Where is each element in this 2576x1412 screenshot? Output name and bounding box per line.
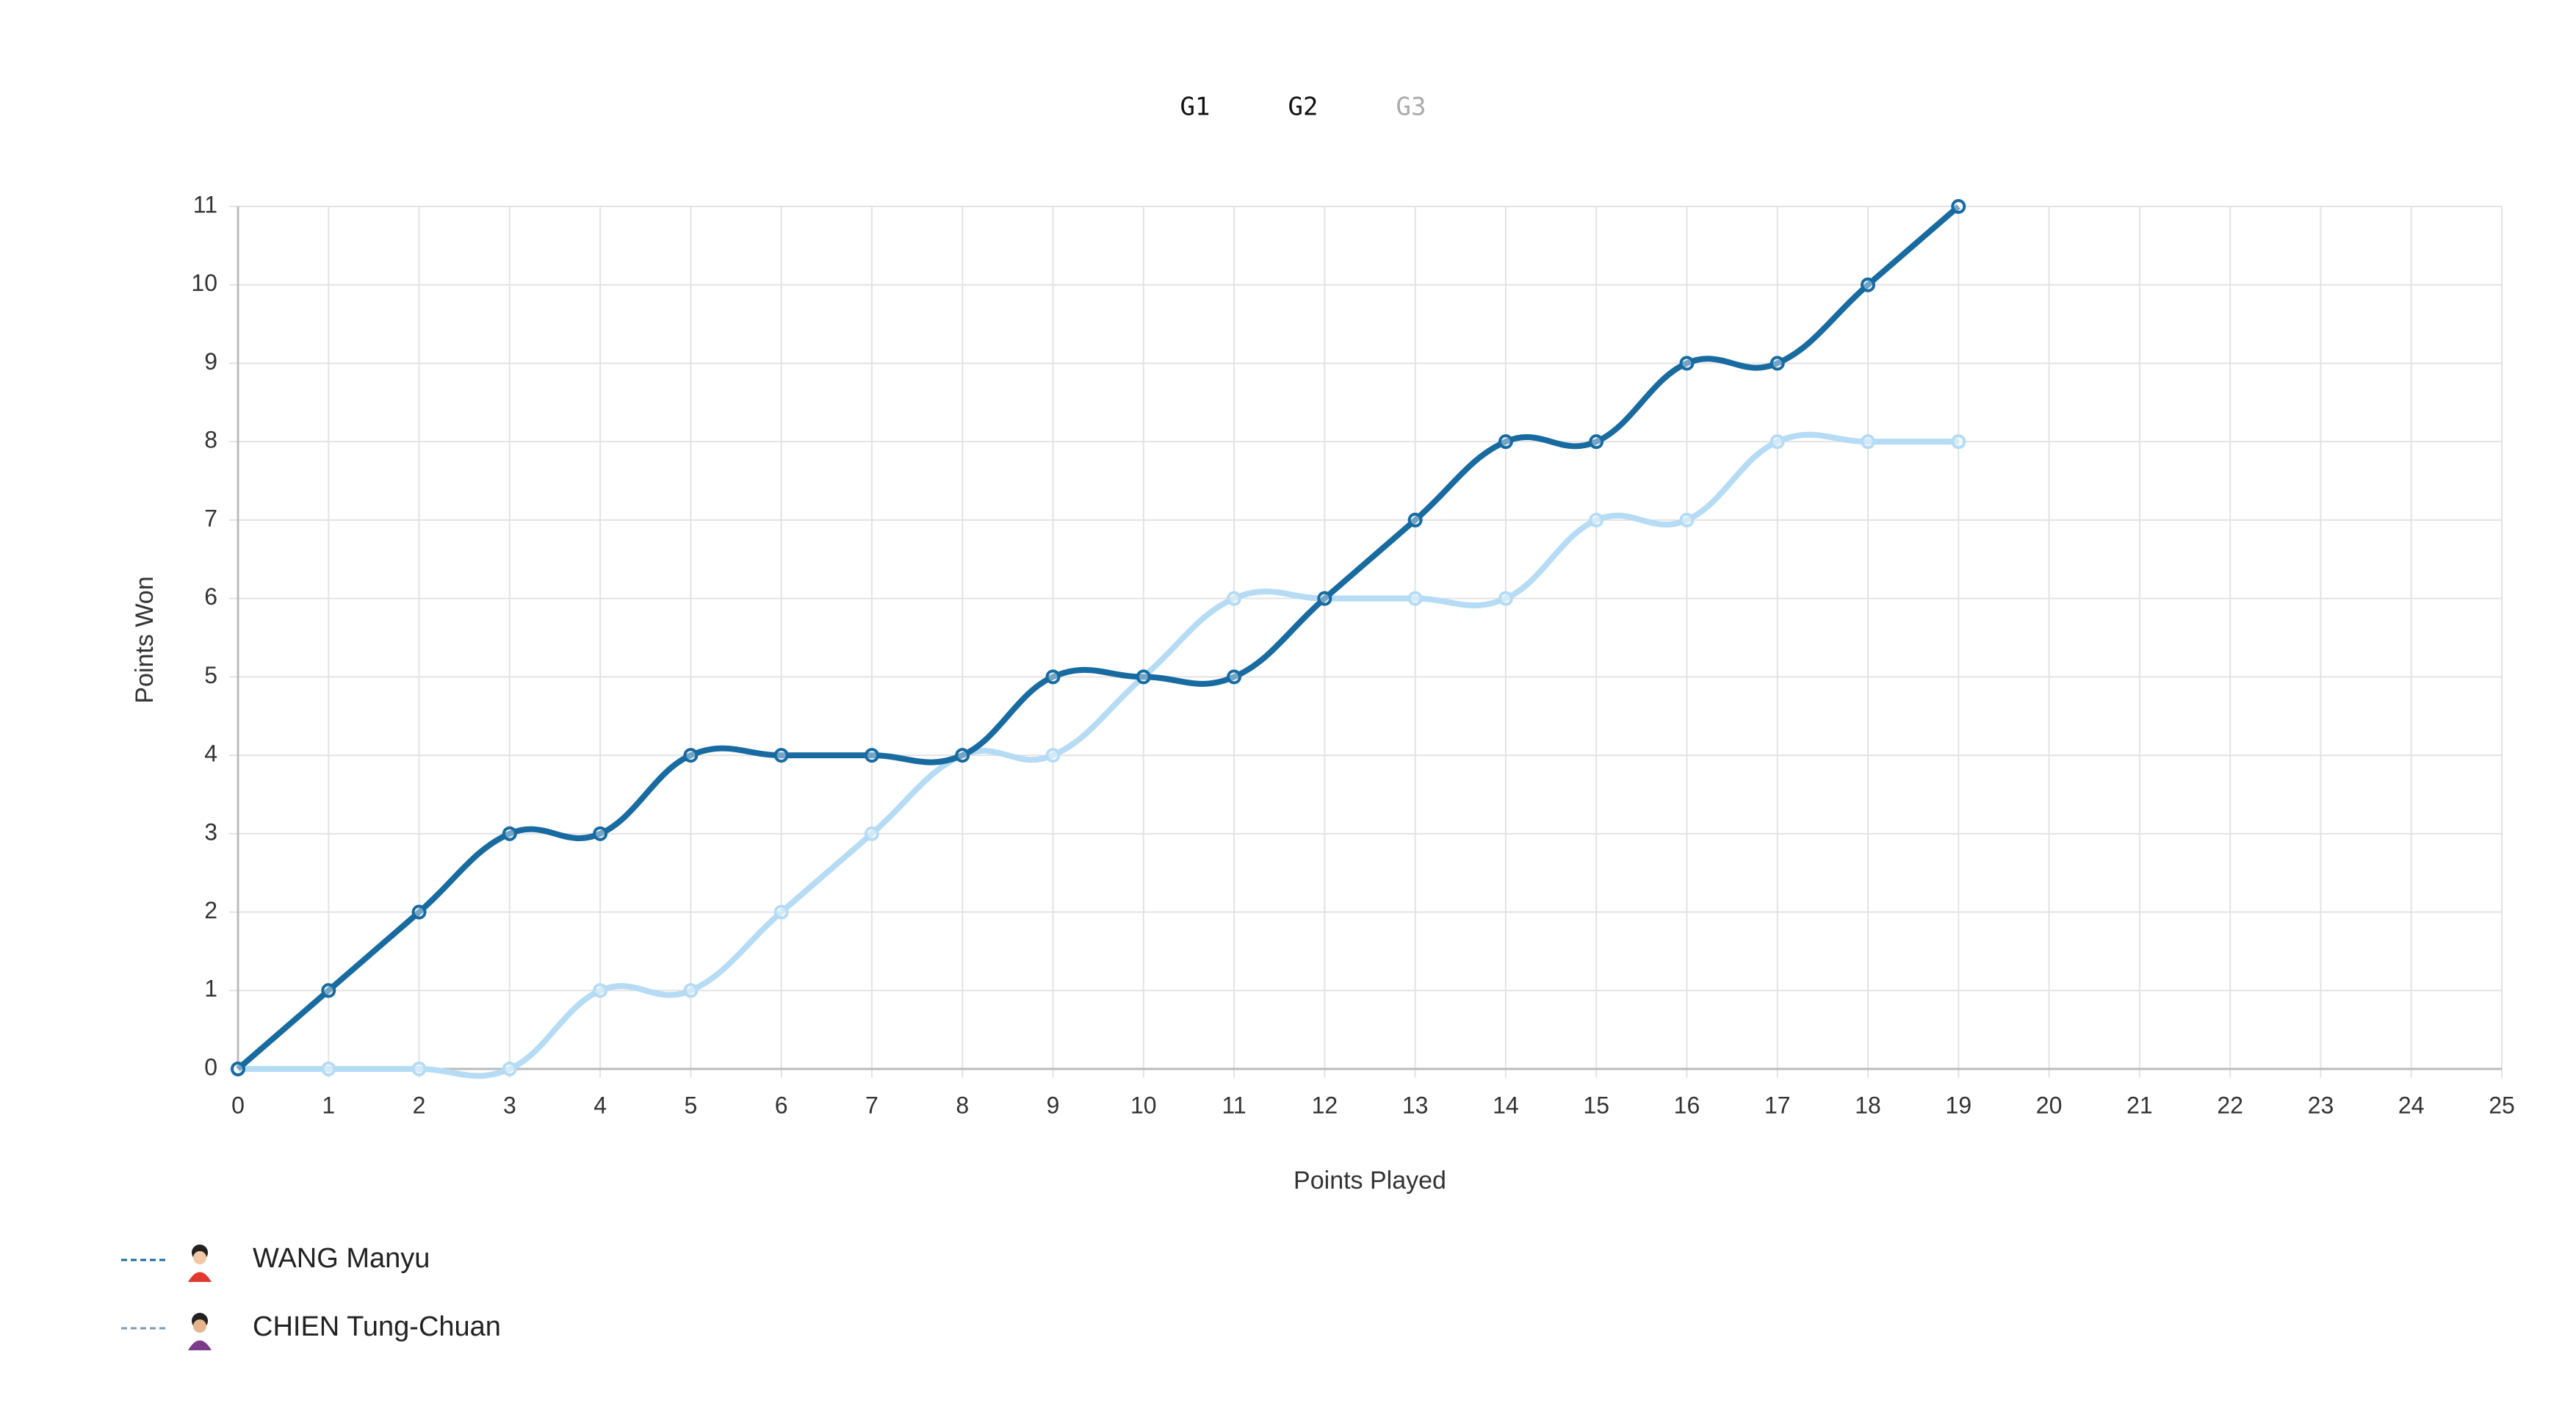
data-point [1589, 512, 1604, 527]
data-point [683, 983, 699, 998]
data-point [1045, 748, 1061, 763]
x-tick-label: 20 [2036, 1092, 2063, 1118]
y-tick-label: 9 [204, 348, 217, 375]
x-tick-label: 17 [1764, 1092, 1791, 1118]
data-point [1679, 356, 1695, 371]
data-point [955, 748, 970, 763]
data-point [1227, 591, 1242, 606]
data-point [1227, 669, 1242, 685]
data-point [1045, 669, 1061, 685]
legend-label: CHIEN Tung-Chuan [253, 1311, 501, 1342]
data-point [1861, 434, 1876, 450]
data-point [773, 748, 789, 763]
game-tab[interactable]: G1 [1180, 93, 1211, 122]
game-tab[interactable]: G3 [1396, 93, 1426, 122]
x-tick-label: 1 [322, 1092, 335, 1118]
x-tick-label: 13 [1402, 1092, 1429, 1118]
y-tick-label: 2 [204, 897, 217, 923]
avatar [188, 1313, 212, 1350]
x-tick-label: 6 [775, 1092, 788, 1118]
y-tick-label: 4 [204, 741, 217, 767]
x-tick-label: 15 [1583, 1092, 1609, 1118]
data-point [864, 826, 879, 841]
x-tick-label: 23 [2308, 1092, 2334, 1118]
data-point [593, 983, 608, 998]
data-point [1498, 434, 1513, 450]
series-line [238, 431, 1959, 1079]
x-tick-label: 0 [231, 1092, 245, 1118]
game-tab[interactable]: G2 [1288, 93, 1318, 122]
legend-label: WANG Manyu [253, 1243, 430, 1274]
data-point [1407, 512, 1423, 527]
y-tick-label: 0 [204, 1053, 217, 1080]
x-tick-label: 7 [865, 1092, 878, 1118]
avatar [188, 1244, 212, 1282]
x-tick-label: 12 [1312, 1092, 1338, 1118]
x-tick-label: 8 [956, 1092, 969, 1118]
x-tick-label: 21 [2126, 1092, 2153, 1118]
series [231, 199, 1966, 1076]
data-point [1407, 591, 1423, 606]
x-tick-label: 18 [1855, 1092, 1881, 1118]
y-tick-label: 11 [193, 191, 217, 217]
data-point [321, 983, 336, 998]
x-tick-label: 19 [1946, 1092, 1972, 1118]
data-point [1951, 434, 1966, 450]
data-point [683, 748, 699, 763]
data-point [231, 1062, 245, 1076]
y-tick-label: 5 [204, 662, 217, 688]
data-point [411, 904, 427, 920]
y-axis-label: Points Won [131, 576, 159, 703]
data-point [1317, 591, 1332, 606]
data-point [864, 748, 879, 763]
data-point [502, 1062, 517, 1076]
data-point [773, 904, 789, 920]
y-tick-label: 7 [204, 505, 217, 531]
data-point [1951, 199, 1966, 214]
data-point [1498, 591, 1513, 606]
y-tick-label: 8 [204, 427, 217, 453]
series-line [236, 203, 1960, 1072]
y-tick-label: 6 [204, 583, 217, 610]
x-tick-label: 5 [685, 1092, 698, 1118]
data-point [1679, 512, 1695, 527]
y-tick-label: 1 [204, 976, 217, 1002]
x-tick-label: 11 [1222, 1092, 1246, 1118]
data-point [411, 1062, 427, 1076]
x-tick-label: 16 [1674, 1092, 1700, 1118]
x-tick-label: 10 [1130, 1092, 1157, 1118]
x-tick-label: 2 [413, 1092, 426, 1118]
x-tick-label: 14 [1493, 1092, 1519, 1118]
data-point [321, 1062, 336, 1076]
data-point [1769, 434, 1785, 450]
x-tick-label: 9 [1047, 1092, 1060, 1118]
data-point [1136, 669, 1151, 685]
data-point [502, 826, 517, 841]
data-point [1861, 277, 1876, 292]
x-tick-label: 4 [594, 1092, 607, 1118]
data-point [1769, 356, 1785, 371]
x-tick-label: 3 [503, 1092, 516, 1118]
x-tick-label: 22 [2217, 1092, 2243, 1118]
x-tick-label: 25 [2489, 1092, 2515, 1118]
x-axis-label: Points Played [1294, 1167, 1446, 1195]
x-tick-label: 24 [2398, 1092, 2425, 1118]
y-tick-label: 3 [204, 818, 217, 845]
y-tick-label: 10 [191, 270, 217, 296]
data-point [593, 826, 608, 841]
data-point [1589, 434, 1604, 450]
